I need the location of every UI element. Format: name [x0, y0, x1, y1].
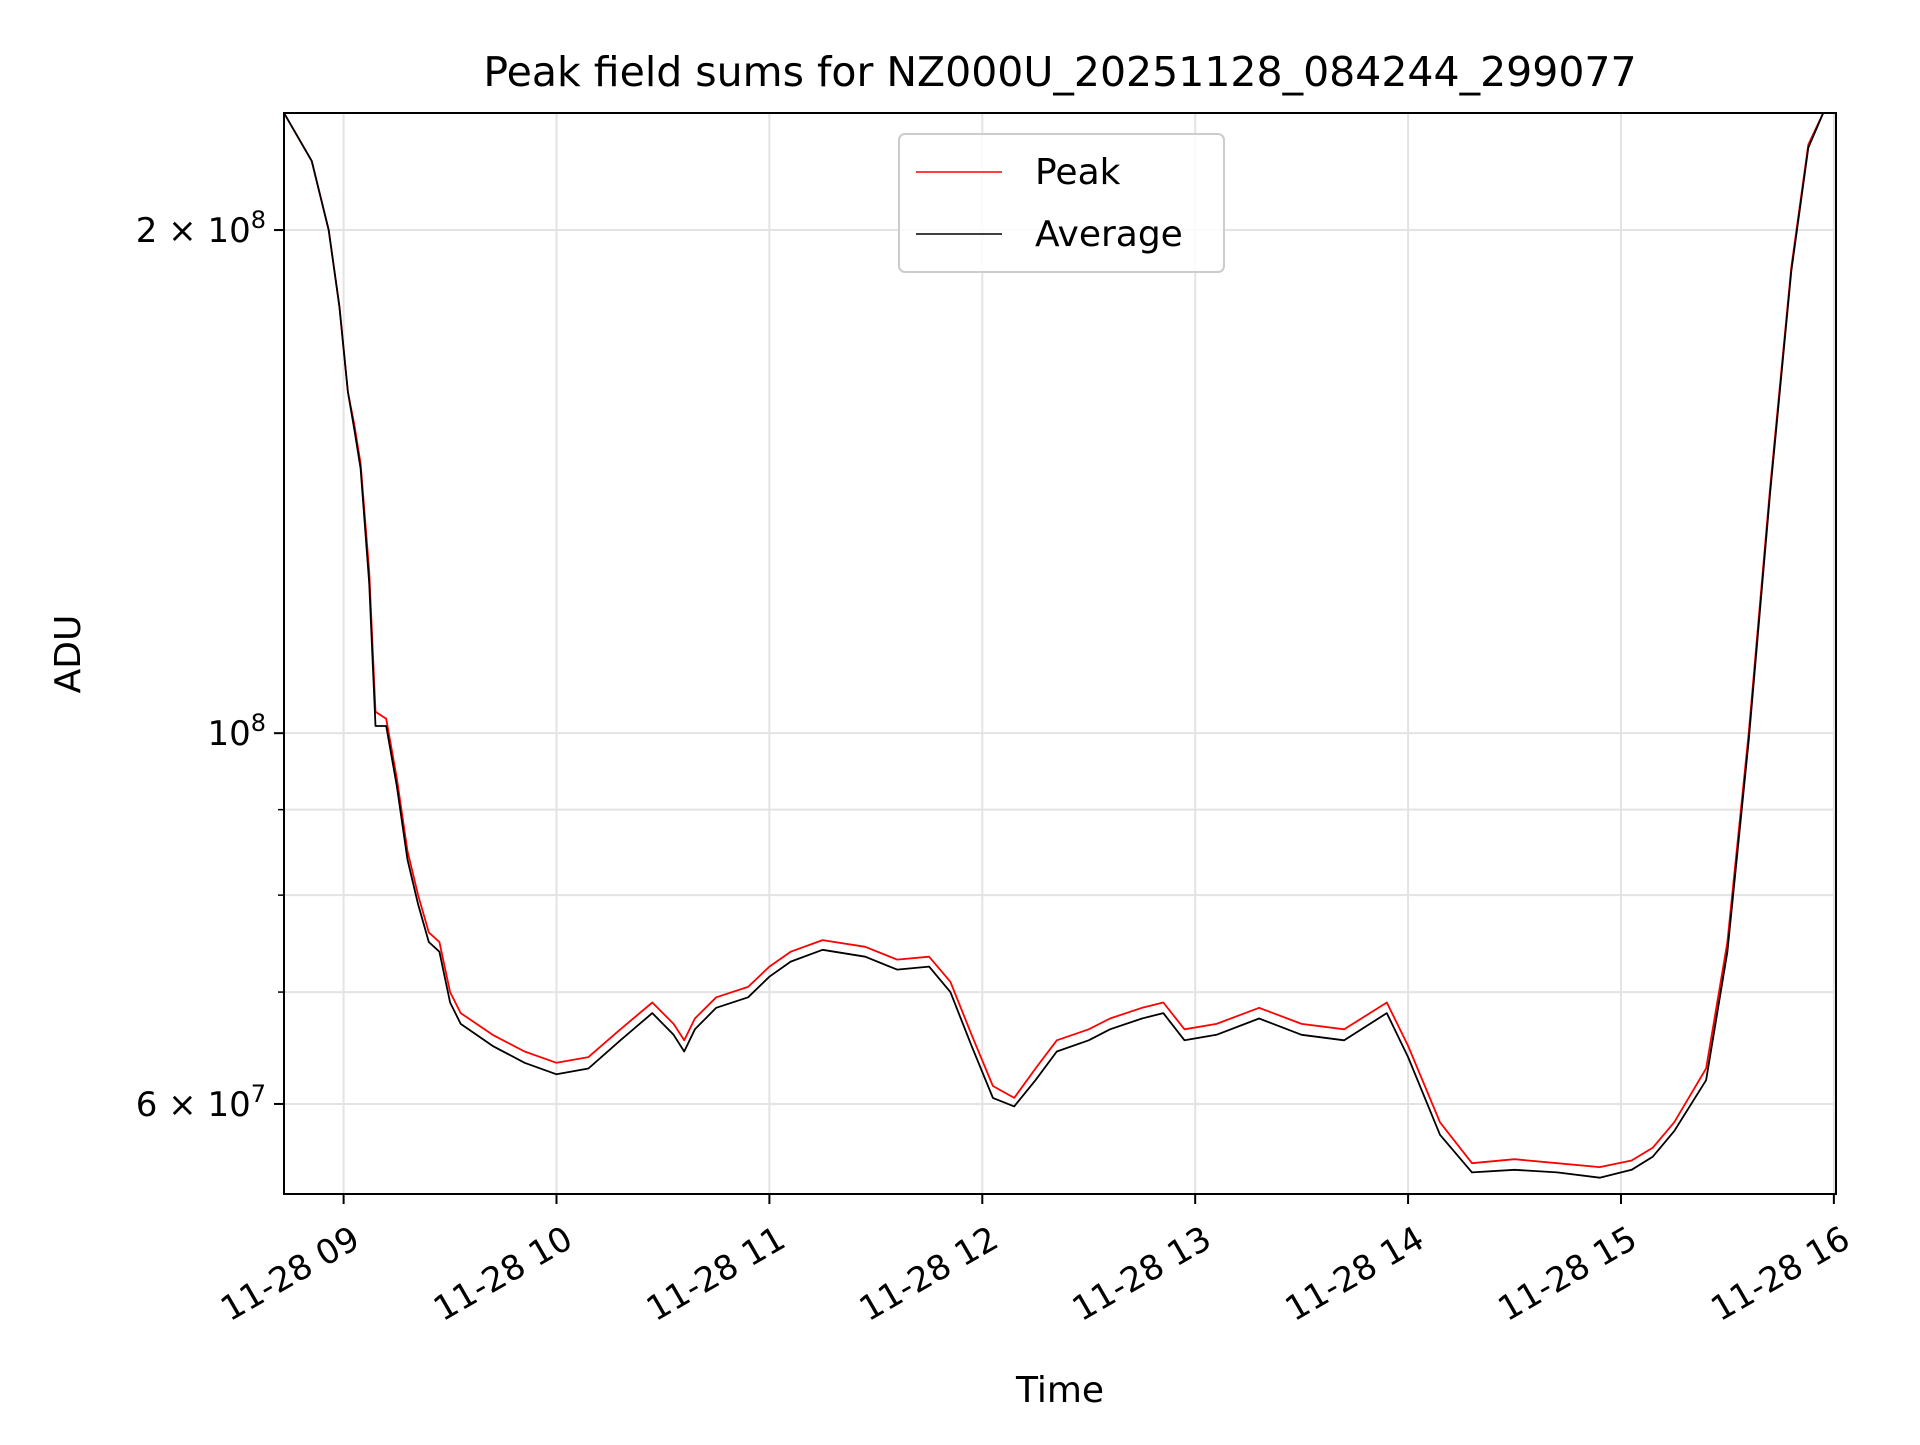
- legend-box: [898, 133, 1225, 273]
- legend-label-average: Average: [1035, 214, 1183, 255]
- grid-lines: [284, 113, 1836, 1194]
- x-tick-label: 11-28 11: [640, 1219, 792, 1330]
- x-tick-label: 11-28 13: [1066, 1219, 1218, 1330]
- legend: Peak Average: [898, 133, 1225, 273]
- x-tick-label: 11-28 09: [214, 1219, 366, 1330]
- x-tick-label: 11-28 12: [853, 1219, 1005, 1330]
- x-tick-label: 11-28 15: [1491, 1219, 1643, 1330]
- series-lines: [284, 113, 1836, 1179]
- series-line-average: [284, 113, 1836, 1179]
- legend-label-peak: Peak: [1035, 152, 1121, 193]
- y-axis-label: ADU: [48, 615, 89, 694]
- plot-frame: [283, 112, 1837, 1195]
- chart-title: Peak field sums for NZ000U_20251128_0842…: [483, 48, 1636, 96]
- y-tick-label: 108: [207, 709, 266, 754]
- x-tick-label: 11-28 16: [1704, 1219, 1856, 1330]
- x-axis-label: Time: [1015, 1370, 1104, 1411]
- x-tick-label: 11-28 14: [1279, 1219, 1431, 1330]
- x-tick-label: 11-28 10: [427, 1219, 579, 1330]
- y-tick-label: 6 × 107: [136, 1080, 266, 1125]
- y-tick-label: 2 × 108: [136, 206, 266, 251]
- series-line-peak: [284, 113, 1836, 1168]
